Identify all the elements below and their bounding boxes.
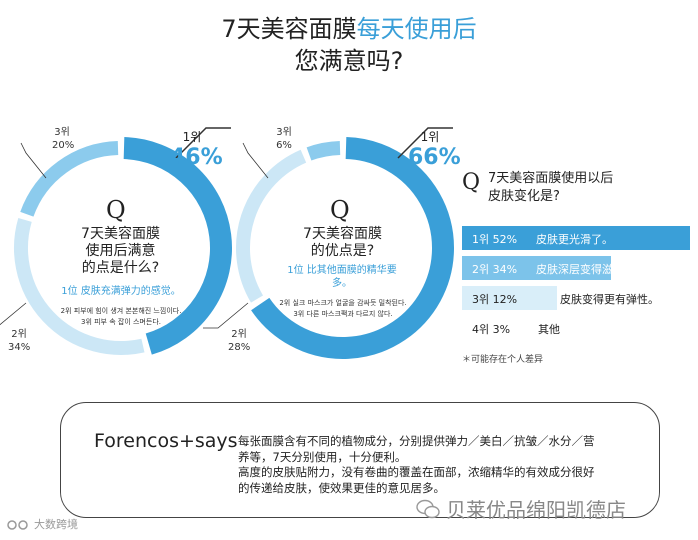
bar-rank-label: 2위 34% [472,263,518,276]
donut1-slice-rank3 [20,141,119,217]
bars-q-mark: Q [462,170,481,195]
donut2-leader-line [242,142,269,179]
bars-footnote: ＊可能存在个人差异 [462,355,544,365]
donut2-rank1: 1위 [420,130,440,144]
donut2-answer-top: 1位 比其他面膜的精华要 多。 [272,264,412,290]
bar-text-label: 皮肤变得更有弹性。 [560,293,659,306]
says-line: 高度的皮肤贴附力，没有卷曲的覆盖在面部，浓缩精华的有效成分很好 [238,465,595,479]
donut2-rank2: 2위 28% [228,328,250,354]
bars-question: 7天美容面膜使用以后 皮肤变化是? [488,170,613,206]
bar-row: 4위 3% 其他 [462,316,690,340]
donut1-rank1: 1위 [182,130,202,144]
donut2-question-line: 7天美容面膜 [303,226,382,242]
rank-label: 2위 [231,329,247,340]
bar-text-label: 皮肤更光滑了。 [536,233,613,246]
donut1-q-mark: Q [106,196,126,224]
donut1-question: 7天美容面膜 使用后满意 的点是什么? [58,226,183,277]
says-title: Forencos+says [94,430,238,452]
wechat-icon [416,499,440,519]
donut1-rank3: 3위 20% [52,126,75,152]
donut1-answer-top: 1位 皮肤充满弹力的感觉。 [61,286,181,297]
bar-row: 1위 52% 皮肤更光滑了。 [462,226,690,250]
title-accent: 每天使用后 [356,15,477,43]
title-plain: 7天美容面膜 [221,15,357,43]
pct-label: 34% [8,342,31,353]
rank-label: 3위 [54,127,70,138]
donut1-leader-line [0,302,27,326]
pct-label: 28% [228,342,251,353]
donut2-question: 7天美容面膜 的优点是? [280,226,405,260]
bar-mark [462,286,557,310]
page-title: 7天美容面膜每天使用后 [0,12,698,46]
bar-row: 2위 34% 皮肤深层变得滋润。 [462,256,690,280]
donut2-answer-line: 1位 比其他面膜的精华要 [287,265,397,276]
pct-label: 20% [52,140,75,151]
donut2-rank3: 3위 6% [274,126,294,152]
says-line: 养等，7天分别使用，十分便利。 [238,449,407,464]
says-line: 的传递给皮肤，使效果更佳的意见居多。 [238,480,445,495]
bars-question-line: 皮肤变化是? [488,189,560,204]
bar-mark [462,256,612,280]
watermark-left-text: 大数跨境 [34,518,78,531]
bar-rank-label: 3위 12% [472,293,518,306]
bar-mark [462,316,510,340]
donut2-leader-line [203,302,249,329]
watermark-right-text: 贝莱优品绵阳凯德店 [446,498,626,522]
donut2-answer-line: 多。 [332,278,352,289]
donut2-note: 2위 실크 마스크가 얼굴을 감싸듯 밀착된다. [279,299,407,307]
donut2-note: 3위 다른 마스크팩과 다르지 않다. [293,310,393,318]
pct-label: 6% [276,140,292,151]
donut2-slice-rank2 [236,149,307,303]
donut1-leader-line [175,127,231,159]
bar-text-label: 其他 [538,323,560,336]
donut1-slice-rank1 [123,137,232,355]
bar-rank-label: 1위 52% [472,233,518,246]
donut1-slice-rank2 [14,218,145,355]
bar-text-label: 皮肤深层变得滋润。 [536,263,635,276]
donut1-question-line: 7天美容面膜 [81,226,160,242]
says-line: 每张面膜含有不同的植物成分，分别提供弹力／美白／抗皱／水分／营 [238,434,595,448]
donut1-note: 2위 피부에 힘이 생겨 본본해진 느낌이다. [60,307,182,315]
donut2-leader-line [397,127,453,159]
donut2-q-mark: Q [330,196,350,224]
donut2-slice-rank1 [251,137,454,359]
page-subtitle: 您满意吗? [294,47,404,75]
says-body: 每张面膜含有不同的植物成分，分别提供弹力／美白／抗皱／水分／营 养等，7天分别使… [238,434,650,496]
bars-question-line: 7天美容面膜使用以后 [488,171,614,186]
donut1-question-line: 的点是什么? [81,260,160,276]
donut1-pct1: 46% [170,145,223,170]
bar-chart-skin-change: 1위 52% 皮肤更光滑了。 2위 34% 皮肤深层变得滋润。 3위 12% 皮肤变得更有… [462,226,692,346]
donut1-question-line: 使用后满意 [85,243,156,259]
rank-label: 2위 [11,329,27,340]
donut2-question-line: 的优点是? [310,243,375,259]
donut1-leader-line [20,142,47,179]
rank-label: 3위 [276,127,292,138]
says-box [60,402,660,518]
donut1-note: 3위 피부 속 잡이 스며든다. [81,318,161,326]
logo-icon [6,517,34,531]
watermark-right: 贝莱优品绵阳凯德店 [416,494,626,523]
donut1-notes: 2위 피부에 힘이 생겨 본본해진 느낌이다. 3위 피부 속 잡이 스며든다. [50,306,192,328]
bar-mark [462,226,690,250]
donut1-rank2: 2위 34% [8,328,30,354]
donut2-pct1: 66% [408,145,461,170]
bar-rank-label: 4위 3% [472,323,511,336]
watermark-left: 大数跨境 [6,516,78,532]
bar-row: 3위 12% 皮肤变得更有弹性。 [462,286,690,310]
donut2-slice-rank3 [306,141,341,161]
donut2-notes: 2위 실크 마스크가 얼굴을 감싸듯 밀착된다. 3위 다른 마스크팩과 다르지… [268,298,418,320]
